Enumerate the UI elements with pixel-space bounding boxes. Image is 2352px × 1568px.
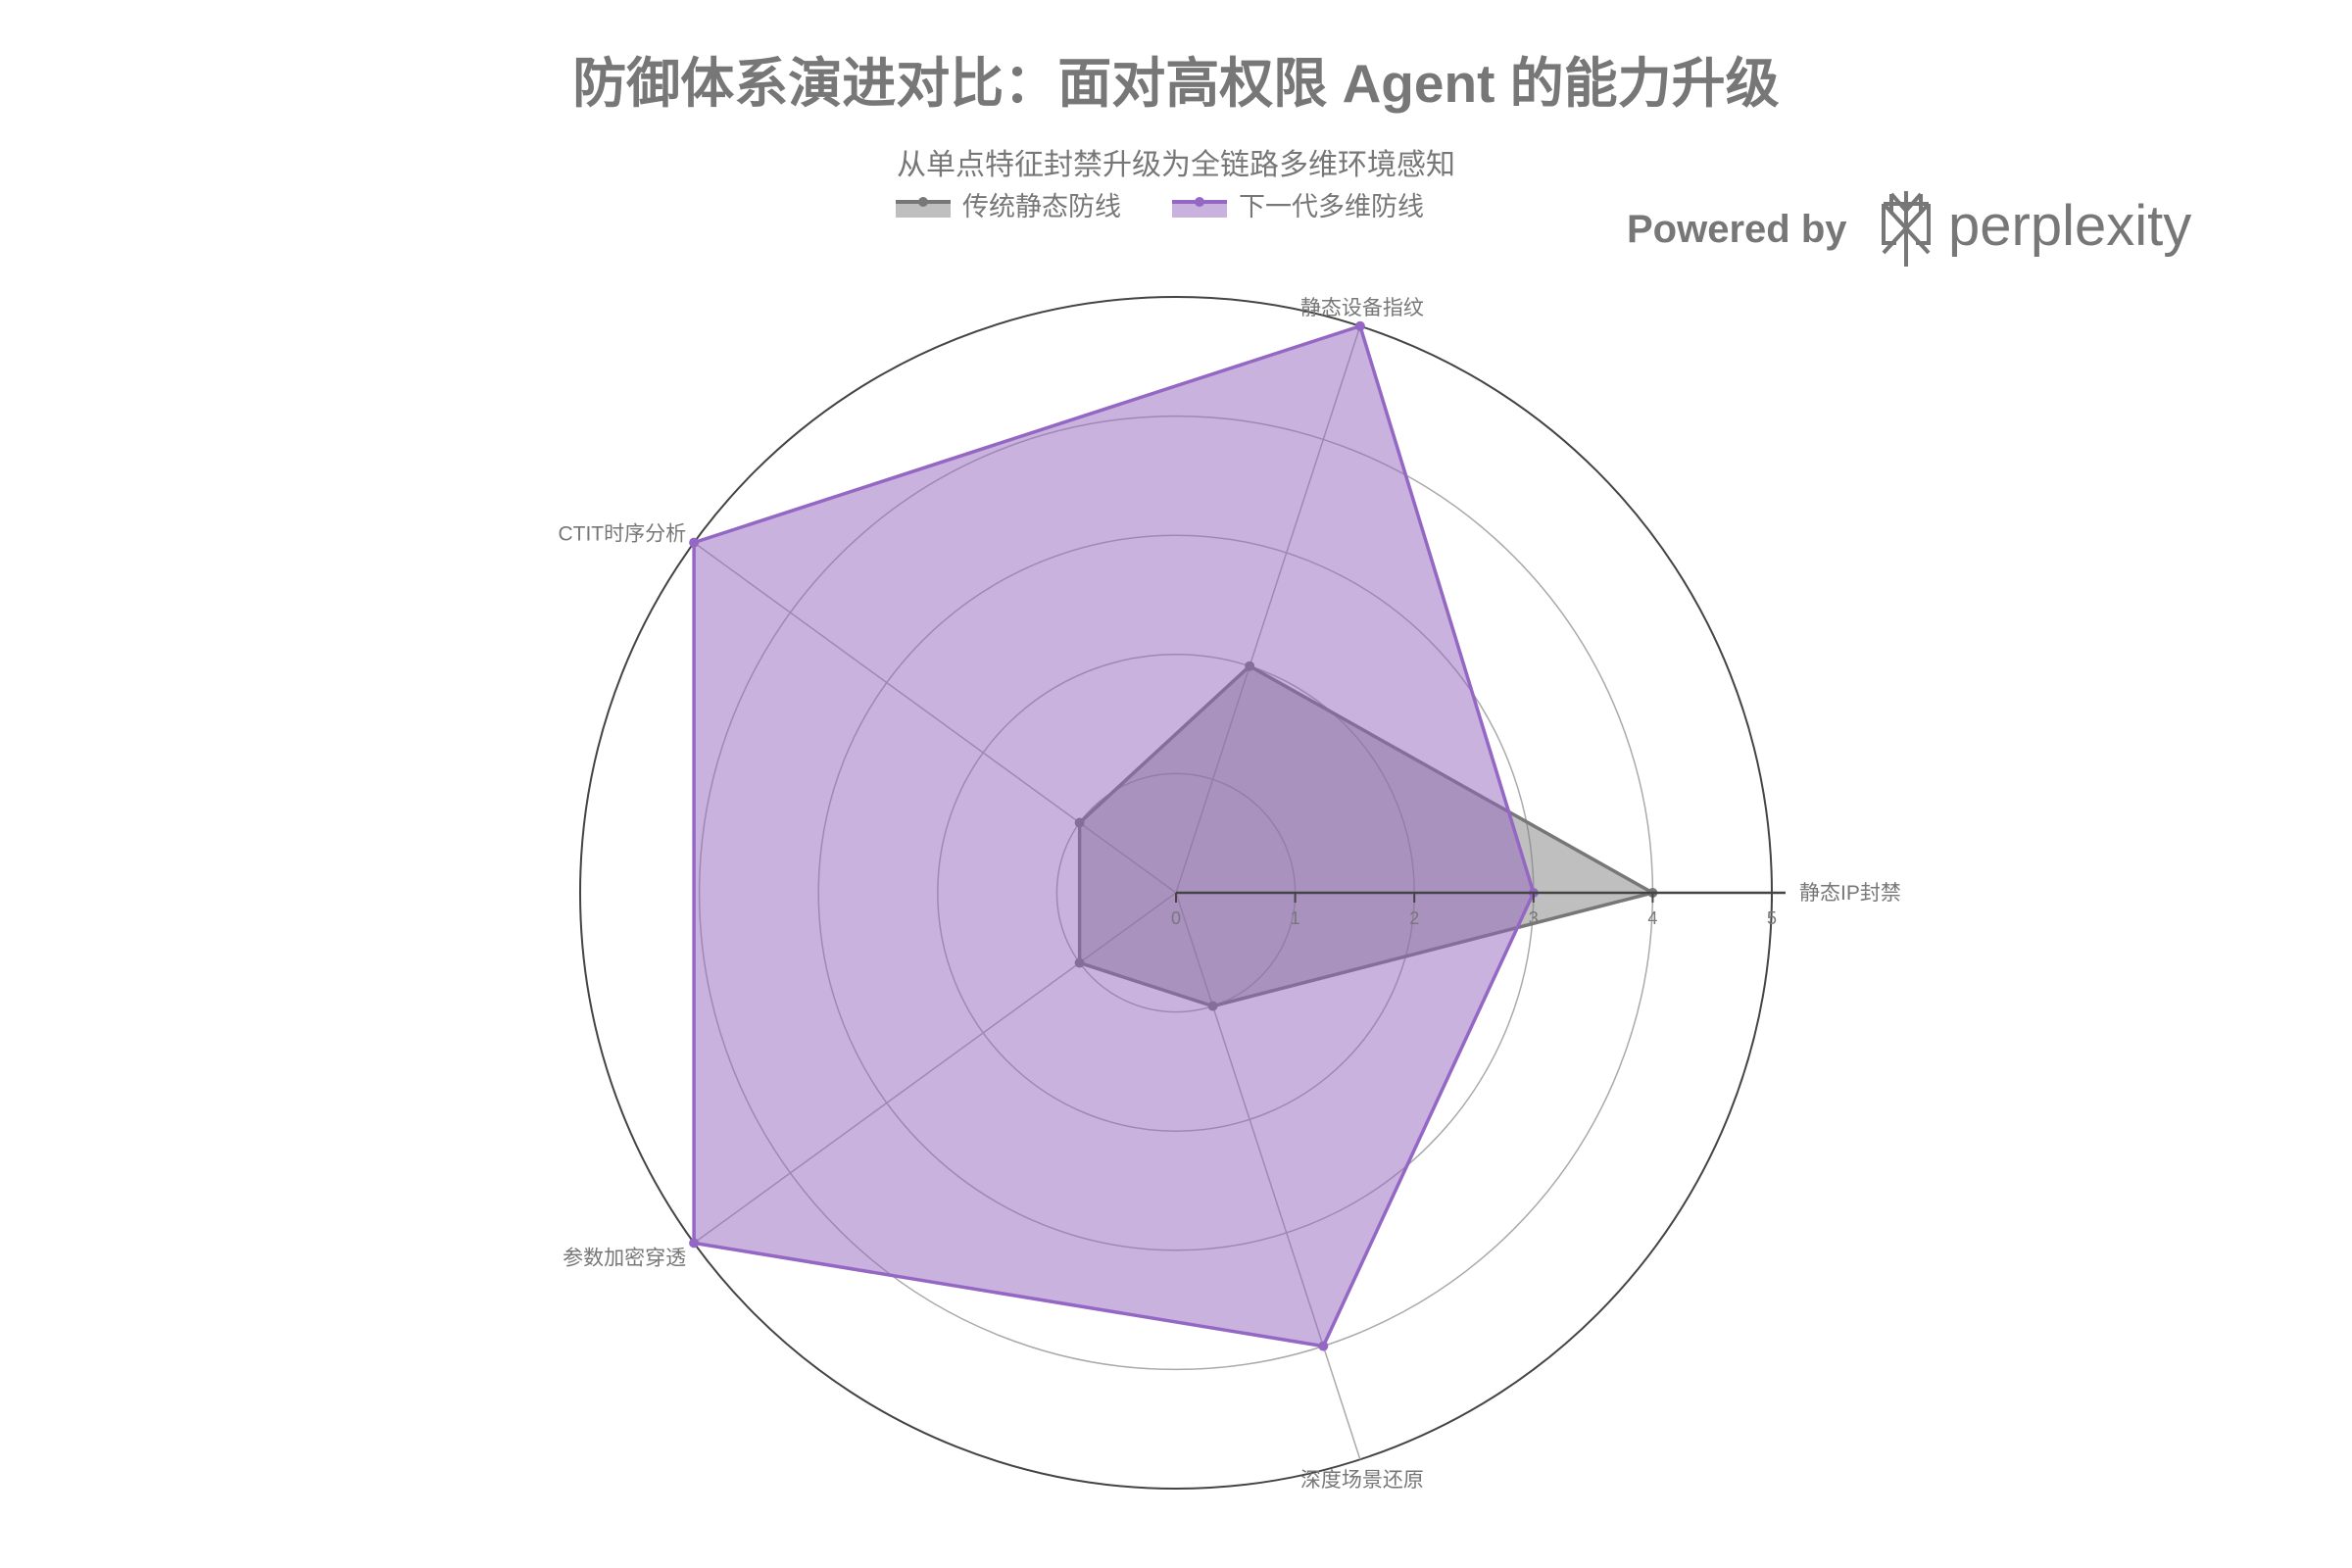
legend-item: 传统静态防线 bbox=[896, 192, 1121, 221]
legend-label: 下一代多维防线 bbox=[1239, 192, 1424, 221]
category-label: 深度场景还原 bbox=[1300, 1469, 1424, 1492]
radial-tick-label: 2 bbox=[1409, 908, 1419, 928]
perplexity-logo-icon bbox=[1882, 191, 1931, 267]
category-label: 静态IP封禁 bbox=[1799, 882, 1901, 905]
legend: 传统静态防线 下一代多维防线 bbox=[896, 192, 1424, 221]
category-label: 参数加密穿透 bbox=[563, 1247, 686, 1269]
category-label: 静态设备指纹 bbox=[1300, 297, 1424, 319]
legend-item: 下一代多维防线 bbox=[1172, 192, 1424, 221]
powered-by-logo: Powered by perplexity bbox=[1627, 191, 2191, 267]
legend-marker bbox=[1195, 197, 1204, 207]
data-point bbox=[1354, 320, 1365, 331]
series-area-1 bbox=[692, 324, 1536, 1348]
radial-tick-label: 3 bbox=[1529, 908, 1539, 928]
category-label: CTIT时序分析 bbox=[558, 523, 686, 546]
legend-label: 传统静态防线 bbox=[962, 192, 1121, 221]
data-point bbox=[689, 537, 700, 548]
radial-tick-label: 0 bbox=[1171, 908, 1181, 928]
radial-tick-label: 1 bbox=[1291, 908, 1300, 928]
legend-swatch bbox=[896, 202, 951, 218]
powered-by-text: Powered by bbox=[1627, 208, 1847, 251]
chart-subtitle: 从单点特征封禁升级为全链路多维环境感知 bbox=[897, 149, 1455, 181]
chart-title: 防御体系演进对比：面对高权限 Agent 的能力升级 bbox=[572, 53, 1779, 114]
radial-tick-label: 5 bbox=[1767, 908, 1777, 928]
perplexity-brand-text: perplexity bbox=[1948, 194, 2191, 258]
legend-swatch bbox=[1172, 202, 1227, 218]
legend-marker bbox=[918, 197, 928, 207]
radial-tick-label: 4 bbox=[1647, 908, 1657, 928]
data-point bbox=[1318, 1341, 1329, 1351]
data-point bbox=[689, 1238, 700, 1249]
